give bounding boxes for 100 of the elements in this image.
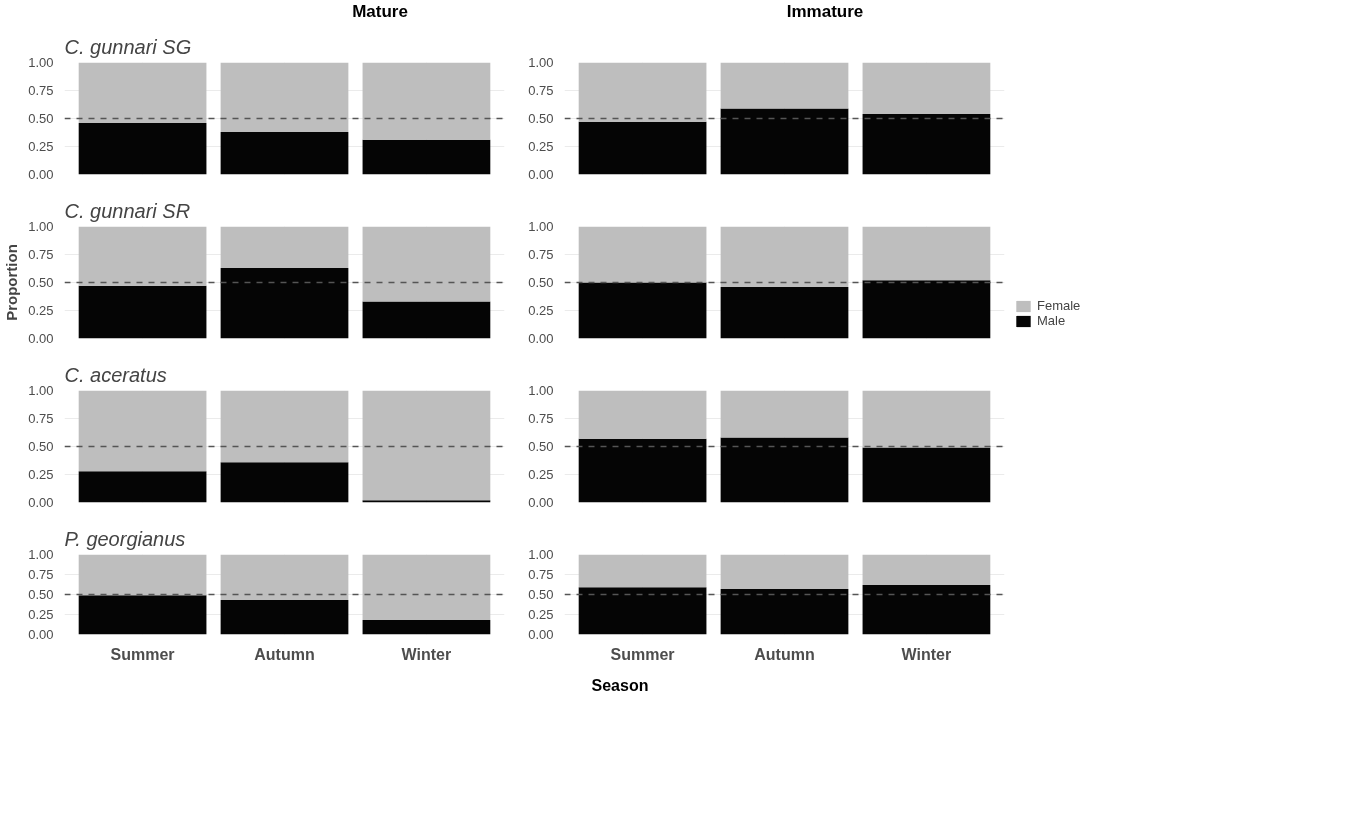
- x-tick-label: Autumn: [254, 645, 315, 663]
- bar: [220, 600, 349, 635]
- y-tick-label: 0.50: [528, 439, 554, 455]
- y-axis-title: Proportion: [3, 244, 21, 322]
- y-tick-label: 0.50: [528, 587, 554, 603]
- legend-label: Male: [1037, 313, 1066, 329]
- chart-title: C. aceratus: [64, 363, 167, 386]
- chart-title: C. gunnari SR: [64, 199, 191, 222]
- y-tick-label: 0.75: [528, 567, 554, 583]
- bar: [578, 438, 707, 503]
- bar: [578, 587, 707, 635]
- bar: [862, 585, 991, 635]
- bar: [78, 554, 207, 596]
- bar: [220, 226, 349, 269]
- y-tick-label: 0.75: [528, 247, 554, 263]
- y-tick-label: 0.75: [28, 83, 54, 99]
- y-tick-label: 1.00: [28, 219, 54, 235]
- y-tick-label: 0.75: [528, 411, 554, 427]
- text: Immature: [786, 1, 864, 23]
- bar: [362, 554, 491, 621]
- bar: [78, 123, 207, 175]
- text: Mature: [352, 1, 408, 23]
- y-tick-label: 0.00: [528, 331, 554, 347]
- bar: [862, 226, 991, 281]
- y-tick-label: 0.50: [28, 439, 54, 455]
- y-tick-label: 0.75: [28, 411, 54, 427]
- y-tick-label: 0.25: [28, 467, 54, 483]
- bar: [220, 62, 349, 133]
- y-tick-label: 0.25: [28, 303, 54, 319]
- x-axis-title: Season: [591, 676, 649, 697]
- legend-label: Female: [1037, 298, 1081, 314]
- y-tick-label: 1.00: [28, 383, 54, 399]
- bar: [78, 286, 207, 339]
- y-tick-label: 0.50: [28, 111, 54, 127]
- bar: [862, 390, 991, 448]
- y-tick-label: 0.75: [28, 247, 54, 263]
- bar: [78, 471, 207, 503]
- chart-title: C. gunnari SG: [64, 35, 192, 58]
- bar: [720, 437, 849, 503]
- bar: [862, 554, 991, 586]
- y-tick-label: 0.00: [528, 627, 554, 643]
- bar: [220, 268, 349, 339]
- bar: [362, 226, 491, 302]
- bar: [720, 287, 849, 339]
- bar: [862, 62, 991, 115]
- y-tick-label: 0.75: [528, 83, 554, 99]
- y-tick-label: 0.25: [528, 467, 554, 483]
- bar: [578, 62, 707, 123]
- y-tick-label: 0.25: [28, 139, 54, 155]
- bar: [220, 462, 349, 503]
- bar: [578, 390, 707, 439]
- bar: [362, 620, 491, 635]
- y-tick-label: 0.00: [528, 167, 554, 183]
- y-tick-label: 0.50: [528, 275, 554, 291]
- bar: [362, 140, 491, 175]
- y-tick-label: 1.00: [528, 547, 554, 563]
- chart-title: P. georgianus: [64, 527, 186, 550]
- bar: [78, 62, 207, 124]
- y-tick-label: 0.50: [28, 587, 54, 603]
- y-tick-label: 0.00: [28, 167, 54, 183]
- bar: [78, 390, 207, 472]
- bar: [78, 595, 207, 635]
- y-tick-label: 0.00: [528, 495, 554, 511]
- y-tick-label: 0.25: [28, 607, 54, 623]
- bar: [862, 447, 991, 503]
- bar: [720, 554, 849, 590]
- bar: [720, 62, 849, 109]
- x-tick-label: Summer: [110, 645, 175, 663]
- x-tick-label: Winter: [401, 645, 452, 663]
- bar: [862, 114, 991, 175]
- y-tick-label: 0.50: [28, 275, 54, 291]
- x-tick-label: Winter: [901, 645, 952, 663]
- y-tick-label: 1.00: [528, 383, 554, 399]
- bar: [578, 282, 707, 339]
- y-tick-label: 1.00: [528, 219, 554, 235]
- bar: [862, 280, 991, 339]
- y-tick-label: 0.00: [28, 495, 54, 511]
- y-tick-label: 1.00: [28, 547, 54, 563]
- bar: [720, 390, 849, 438]
- y-tick-label: 1.00: [528, 55, 554, 71]
- bar: [78, 226, 207, 287]
- bar: [578, 226, 707, 283]
- y-tick-label: 0.25: [528, 139, 554, 155]
- y-tick-label: 0.50: [528, 111, 554, 127]
- y-tick-label: 0.75: [28, 567, 54, 583]
- y-tick-label: 0.25: [528, 303, 554, 319]
- bar: [720, 108, 849, 175]
- y-tick-label: 0.25: [528, 607, 554, 623]
- bar: [578, 122, 707, 175]
- bar: [362, 62, 491, 141]
- bar: [220, 390, 349, 463]
- y-tick-label: 1.00: [28, 55, 54, 71]
- bar: [720, 589, 849, 635]
- bar: [578, 554, 707, 588]
- x-tick-label: Autumn: [754, 645, 815, 663]
- y-tick-label: 0.00: [28, 627, 54, 643]
- x-tick-label: Summer: [610, 645, 675, 663]
- y-tick-label: 0.00: [28, 331, 54, 347]
- bar: [220, 554, 349, 601]
- bar: [362, 390, 491, 501]
